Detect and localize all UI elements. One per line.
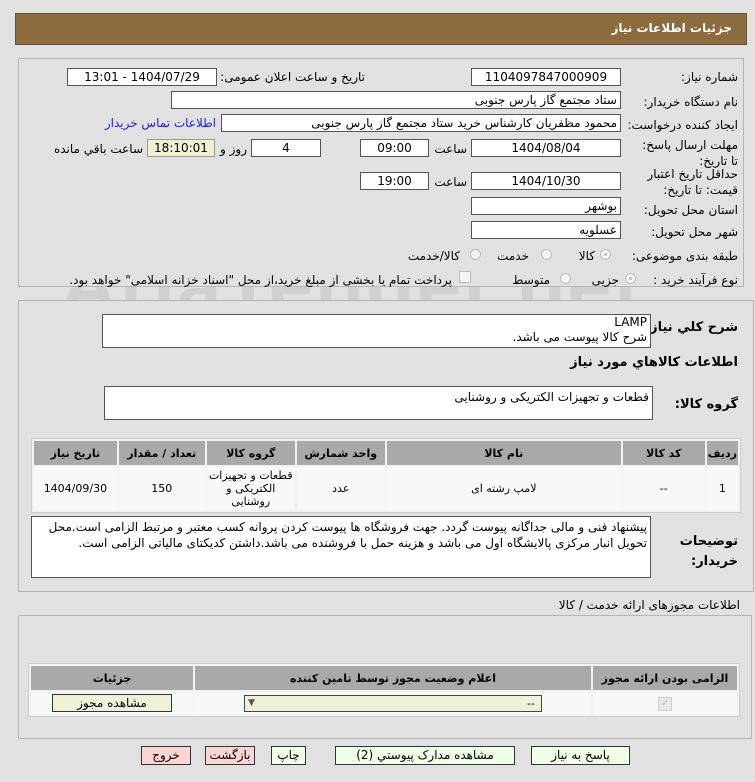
- days-field: 4: [251, 139, 321, 157]
- deadline-time-field: 09:00: [360, 139, 429, 157]
- payment-checkbox[interactable]: [459, 271, 471, 283]
- summary-label: شرح کلي نیاز:: [644, 320, 738, 335]
- items-heading: اطلاعات کالاهاي مورد نیاز: [570, 355, 738, 370]
- creator-label: ایجاد کننده درخواست:: [627, 118, 738, 132]
- col-status: اعلام وضعیت مجوز توسط تامین کننده: [195, 666, 591, 690]
- items-table: ردیف کد کالا نام کالا واحد شمارش گروه کا…: [31, 438, 741, 513]
- buyer-label: نام دستگاه خریدار:: [643, 95, 739, 109]
- process-radio-medium[interactable]: [560, 273, 571, 284]
- permits-table: الزامی بودن ارائه مجوز اعلام وضعیت مجوز …: [28, 663, 740, 717]
- city-field: عسلویه: [471, 221, 621, 239]
- cell-row: 1: [706, 467, 738, 510]
- process-radio-minor[interactable]: [625, 273, 636, 284]
- creator-field: محمود مظفریان کارشناس خرید ستاد مجتمع گا…: [221, 114, 621, 132]
- category-radio-goods[interactable]: [600, 249, 611, 260]
- category-label: طبقه بندی موضوعی:: [631, 249, 738, 263]
- page-title: جزئیات اطلاعات نیاز: [611, 21, 732, 35]
- notes-label: توضیحات خریدار:: [679, 534, 738, 569]
- notes-field[interactable]: پیشنهاد فنی و مالی جداگانه پیوست گردد. ج…: [31, 516, 651, 578]
- validity-time-field: 19:00: [360, 172, 429, 190]
- payment-note: پرداخت تمام یا بخشی از مبلغ خرید،از محل …: [69, 273, 452, 287]
- province-label: استان محل تحویل:: [643, 203, 738, 217]
- table-row: 1 -- لامپ رشته ای عدد قطعات و تجهیزات ال…: [34, 467, 738, 510]
- announce-label: تاریخ و ساعت اعلان عمومی:: [220, 70, 365, 84]
- cell-code: --: [622, 467, 705, 510]
- cell-qty: 150: [118, 467, 205, 510]
- col-date: تاریخ نیاز: [34, 441, 117, 465]
- process-option-medium: متوسط: [512, 273, 550, 287]
- announce-field: 1404/07/29 - 13:01: [67, 68, 217, 86]
- days-label: روز و: [220, 142, 247, 156]
- reply-button[interactable]: پاسخ به نیاز: [531, 746, 630, 765]
- summary-line-2: شرح کالا پیوست می باشد.: [512, 330, 647, 344]
- col-name: نام کالا: [386, 441, 621, 465]
- print-button[interactable]: چاپ: [271, 746, 306, 765]
- remaining-time-field: 18:10:01: [147, 139, 215, 157]
- permit-status-select[interactable]: -- ▼: [244, 694, 542, 712]
- buyer-field: ستاد مجتمع گاز پارس جنوبی: [171, 91, 621, 109]
- attachments-button[interactable]: مشاهده مدارک پیوستي (2): [335, 746, 515, 765]
- chevron-down-icon: ▼: [248, 697, 255, 708]
- permits-heading: اطلاعات مجوزهای ارائه خدمت / کالا: [558, 598, 740, 612]
- category-option-goods: کالا: [578, 249, 595, 263]
- required-checkbox[interactable]: ✓: [658, 696, 672, 711]
- category-radio-both[interactable]: [470, 249, 481, 260]
- summary-line-1: LAMP: [614, 315, 647, 329]
- process-label: نوع فرآیند خرید :: [653, 273, 738, 287]
- remaining-label: ساعت باقي مانده: [53, 142, 143, 156]
- validity-date-field: 1404/10/30: [471, 172, 621, 190]
- col-row: ردیف: [706, 441, 738, 465]
- category-option-service: خدمت: [497, 249, 529, 263]
- group-label: گروه کالا:: [674, 397, 738, 412]
- col-group: گروه کالا: [206, 441, 295, 465]
- need-number-label: شماره نیاز:: [681, 70, 738, 84]
- col-required: الزامی بودن ارائه مجوز: [593, 666, 737, 690]
- city-label: شهر محل تحویل:: [651, 225, 738, 239]
- back-button[interactable]: بازگشت: [205, 746, 255, 765]
- cell-name: لامپ رشته ای: [386, 467, 621, 510]
- deadline-label: مهلت ارسال پاسخ: تا تاریخ:: [642, 138, 738, 168]
- deadline-time-label: ساعت: [434, 142, 467, 156]
- cell-group: قطعات و تجهیزات الکتریکی و روشنایی: [206, 467, 295, 510]
- validity-label: حداقل تاریخ اعتبار قیمت: تا تاریخ:: [647, 167, 738, 197]
- category-option-both: کالا/خدمت: [407, 249, 460, 263]
- col-code: کد کالا: [622, 441, 705, 465]
- process-option-minor: جزیی: [591, 273, 619, 287]
- view-permit-button[interactable]: مشاهده مجوز: [52, 694, 172, 712]
- category-radio-service[interactable]: [541, 249, 552, 260]
- table-row: ✓ -- ▼ مشاهده مجوز: [31, 692, 737, 714]
- contact-buyer-link[interactable]: اطلاعات تماس خریدار: [104, 116, 216, 130]
- cell-date: 1404/09/30: [34, 467, 117, 510]
- select-value: --: [527, 696, 535, 710]
- validity-time-label: ساعت: [434, 175, 467, 189]
- cell-details: مشاهده مجوز: [31, 692, 193, 714]
- col-details: جزئیات: [31, 666, 193, 690]
- group-field[interactable]: قطعات و تجهیزات الکتریکی و روشنایی: [104, 386, 653, 420]
- deadline-date-field: 1404/08/04: [471, 139, 621, 157]
- summary-field[interactable]: LAMP شرح کالا پیوست می باشد.: [102, 314, 651, 348]
- cell-status: -- ▼: [195, 692, 591, 714]
- cell-unit: عدد: [296, 467, 385, 510]
- cell-required: ✓: [593, 692, 737, 714]
- exit-button[interactable]: خروج: [141, 746, 191, 765]
- col-unit: واحد شمارش: [296, 441, 385, 465]
- need-number-field: 1104097847000909: [471, 68, 621, 86]
- province-field: بوشهر: [471, 197, 621, 215]
- col-qty: تعداد / مقدار: [118, 441, 205, 465]
- page-header: جزئیات اطلاعات نیاز: [15, 13, 747, 45]
